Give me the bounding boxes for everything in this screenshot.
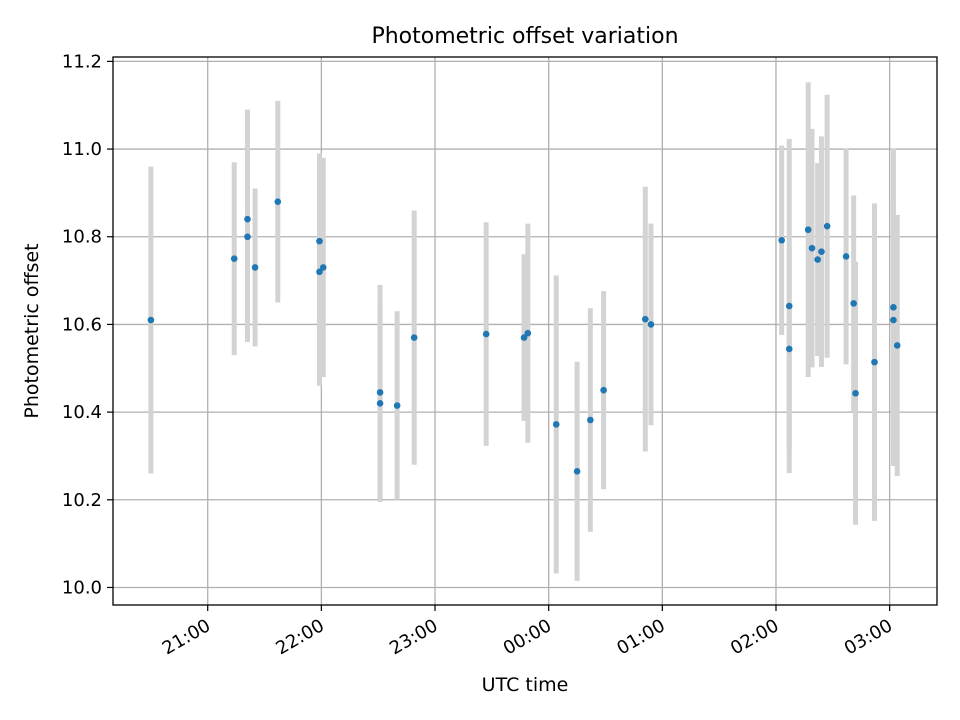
y-tick-label: 10.6	[62, 314, 102, 335]
data-points	[147, 198, 901, 475]
data-point	[244, 215, 251, 223]
data-point	[274, 198, 282, 205]
y-tick-label: 11.2	[62, 51, 102, 72]
data-point	[871, 358, 878, 366]
data-point	[410, 334, 418, 341]
data-point	[316, 237, 323, 245]
chart-title: Photometric offset variation	[371, 24, 678, 49]
y-tick-label: 11.0	[62, 139, 102, 160]
x-tick-label: 23:00	[386, 615, 441, 659]
data-point	[376, 389, 384, 396]
y-tick-label: 10.2	[62, 490, 102, 511]
data-point	[482, 330, 490, 338]
data-point	[647, 321, 655, 328]
x-tick-label: 01:00	[613, 615, 668, 659]
data-point	[600, 386, 607, 394]
data-point	[147, 316, 155, 324]
error-bars	[148, 82, 900, 581]
data-point	[316, 268, 323, 276]
data-point	[818, 248, 825, 255]
data-point	[852, 389, 859, 397]
data-point	[587, 416, 594, 424]
data-point	[319, 264, 327, 271]
x-tick-label: 00:00	[500, 615, 555, 659]
data-point	[808, 244, 816, 252]
data-point	[785, 345, 793, 353]
data-point	[552, 421, 560, 428]
data-point	[376, 400, 384, 407]
x-tick-label: 22:00	[272, 615, 327, 659]
data-point	[524, 329, 532, 337]
y-tick-label: 10.0	[62, 577, 102, 598]
x-tick-label: 03:00	[841, 615, 896, 659]
axis-ticks: 21:00 22:00 23:00 00:00 01:00 02:00 03:00 10.0 1…	[62, 51, 896, 659]
data-point	[244, 233, 251, 241]
data-point	[823, 222, 831, 230]
data-point	[778, 236, 785, 244]
data-point	[251, 264, 259, 271]
data-point	[842, 253, 850, 260]
data-point	[520, 334, 528, 341]
x-tick-label: 21:00	[159, 615, 214, 659]
x-tick-label: 02:00	[727, 615, 782, 659]
data-point	[890, 304, 897, 311]
y-tick-label: 10.4	[62, 402, 102, 423]
data-point	[890, 316, 897, 324]
data-point	[641, 315, 649, 323]
x-axis-label: UTC time	[482, 674, 569, 696]
data-point	[893, 342, 901, 349]
data-point	[393, 402, 401, 409]
data-point	[850, 300, 857, 307]
data-point	[814, 256, 821, 263]
y-axis-label: Photometric offset	[21, 243, 43, 418]
data-point	[230, 255, 238, 262]
y-tick-label: 10.8	[62, 227, 102, 248]
data-point	[573, 467, 581, 475]
data-point	[785, 302, 793, 310]
data-point	[804, 226, 812, 234]
plot-area-frame	[112, 56, 938, 606]
